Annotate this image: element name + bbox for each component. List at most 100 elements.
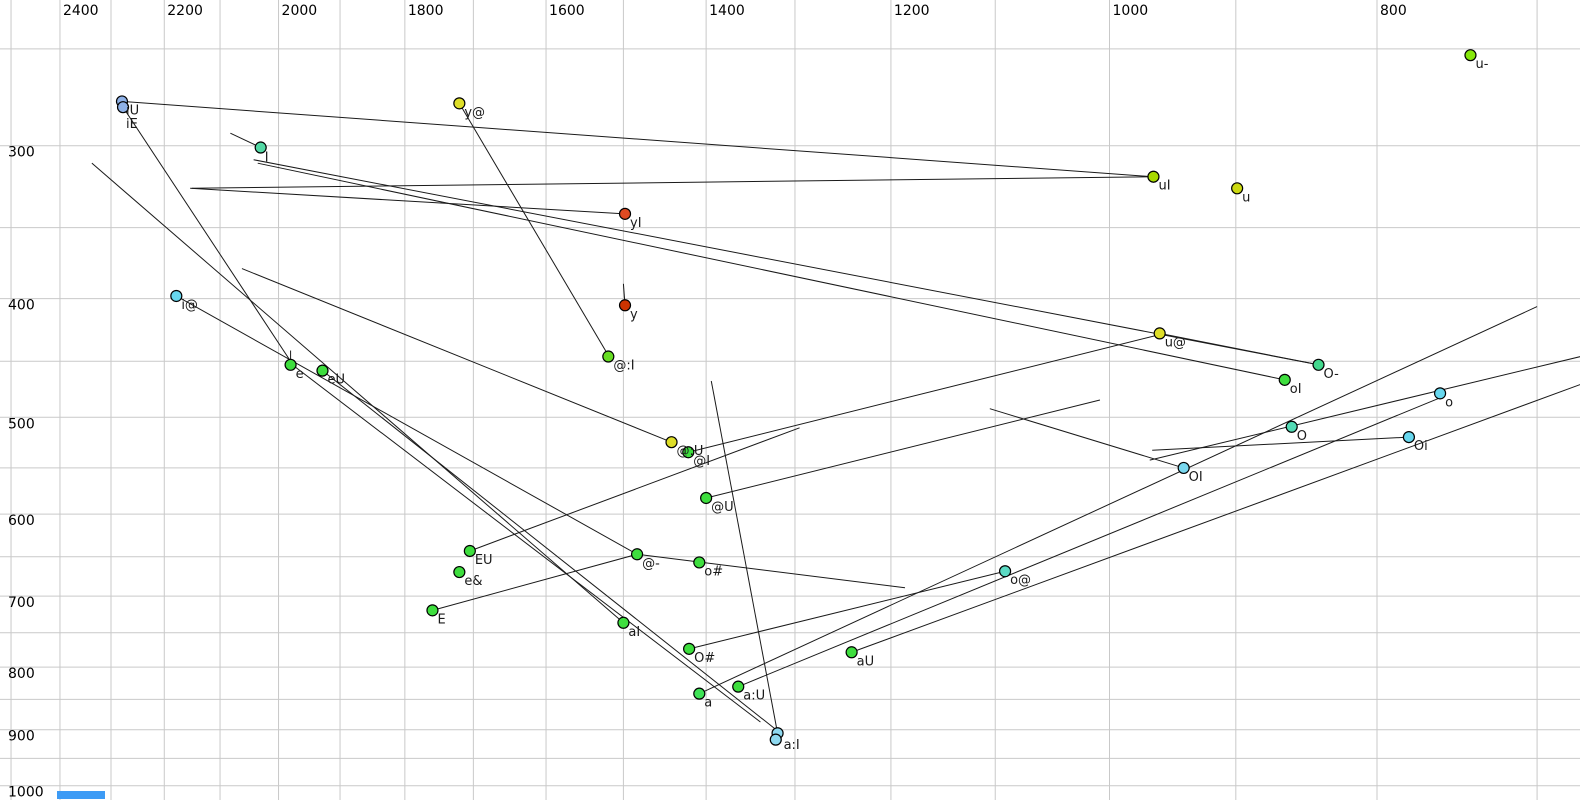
vowel-point-label-oI: oI [1290, 382, 1302, 397]
vowel-point-OI[interactable] [1177, 461, 1190, 475]
vowel-point-label-O#: O# [694, 651, 715, 666]
vowel-point-O-[interactable] [1312, 358, 1325, 371]
vowel-point-a:U[interactable] [732, 680, 745, 693]
vowel-point-label-a:U: a:U [743, 689, 765, 704]
vowel-point-label-@I: @I [693, 454, 710, 469]
vowel-point-label-iU: iU [126, 103, 139, 118]
y-axis-tick-labels: 300 400 500 600 700 800 900 1000 [8, 145, 44, 800]
trajectory-line-22 [699, 306, 1538, 695]
vowel-point-unlabeled[interactable] [769, 733, 782, 746]
vowel-point-label-o#: o# [704, 564, 723, 579]
vowel-point-e&[interactable] [453, 565, 466, 579]
trajectory-line-20 [637, 553, 906, 589]
vowel-point-uI[interactable] [1147, 170, 1160, 183]
vowel-point-a[interactable] [693, 687, 706, 700]
vowel-point-label-@:U: @:U [677, 444, 704, 459]
x-axis-tick-labels: 2400 2200 2000 1800 1600 1400 1200 1000 800 [63, 3, 1407, 19]
y-tick-600: 600 [8, 513, 35, 529]
x-tick-2200: 2200 [167, 3, 203, 19]
vowel-point-O#[interactable] [683, 642, 696, 655]
trajectory-line-23 [738, 397, 1441, 688]
vowel-point-label-@:I: @:I [613, 359, 634, 374]
vowel-point-label-a:I: a:I [784, 738, 800, 753]
trajectory-line-17 [469, 427, 800, 552]
vowel-point-label-yI: yI [630, 216, 642, 231]
vowel-point-@:I[interactable] [602, 350, 615, 363]
trajectory-line-3 [458, 103, 609, 356]
vowel-point-label-Oi: Oi [1414, 439, 1428, 454]
vowel-point-o[interactable] [1433, 387, 1447, 400]
vowel-point-aI[interactable] [617, 616, 630, 629]
trajectory-line-24 [851, 384, 1580, 653]
vowel-point-label-aI: aI [628, 625, 640, 640]
trajectory-line-21 [689, 570, 1006, 650]
x-tick-1400: 1400 [709, 3, 745, 19]
bottom-left-blue-mark [57, 791, 105, 799]
y-tick-1000: 1000 [8, 785, 44, 800]
trajectory-line-0 [121, 100, 1153, 178]
vowel-point-u-[interactable] [1464, 49, 1477, 62]
vowel-point-@U[interactable] [700, 491, 713, 505]
vowel-point-label-@U: @U [711, 500, 734, 515]
vowel-point-label-E: E [437, 612, 445, 627]
vowel-point-label-i@: i@ [181, 298, 198, 313]
trajectory-line-6 [176, 295, 638, 555]
vowel-point-label-iE: iE [126, 117, 138, 132]
x-tick-2000: 2000 [282, 3, 318, 19]
vowel-point-o@[interactable] [998, 565, 1012, 578]
trajectory-line-9 [295, 366, 761, 723]
trajectory-line-14 [241, 268, 672, 443]
vowel-point-label-EU: EU [475, 553, 493, 568]
y-tick-800: 800 [8, 666, 35, 682]
vowel-point-label-OI: OI [1189, 470, 1203, 485]
vowel-point-@I[interactable] [682, 446, 695, 459]
trajectory-line-10 [191, 176, 1154, 189]
vowel-point-iE[interactable] [116, 101, 130, 114]
trajectory-line-28 [989, 408, 1184, 469]
vowel-point-u@[interactable] [1153, 327, 1166, 340]
vowel-point-@:U[interactable] [665, 436, 678, 449]
vowel-point-Oi[interactable] [1402, 430, 1416, 444]
y-tick-300: 300 [8, 145, 35, 161]
vowel-point-@-[interactable] [630, 548, 644, 561]
chart-extras [57, 791, 105, 799]
vowel-point-oI[interactable] [1278, 373, 1291, 386]
trajectory-line-25 [710, 380, 779, 734]
vowel-point-O[interactable] [1285, 420, 1298, 433]
trajectory-line-13 [253, 159, 1319, 366]
vowel-point-label-aU: aU [857, 654, 874, 669]
vowel-point-label-o: o [1445, 395, 1453, 410]
vowel-point-eU[interactable] [316, 364, 329, 377]
y-tick-500: 500 [8, 416, 35, 432]
vowel-point-label-u: u [1242, 190, 1250, 205]
vowel-point-EU[interactable] [463, 544, 476, 558]
trajectory-line-26 [1149, 356, 1580, 461]
trajectory-line-19 [91, 162, 624, 624]
vowel-point-aU[interactable] [845, 646, 858, 659]
vowel-point-label-y: y [630, 307, 638, 322]
vowel-point-I[interactable] [254, 141, 267, 154]
vowel-point-e[interactable] [284, 358, 297, 371]
trajectory-line-4 [190, 187, 626, 215]
vowel-points [115, 49, 1477, 746]
trajectory-line-18 [432, 553, 638, 611]
trajectory-line-8 [322, 370, 778, 732]
trajectory-line-16 [706, 399, 1101, 499]
vowel-point-y@[interactable] [453, 97, 466, 110]
trajectory-line-15 [688, 334, 1160, 453]
x-tick-1800: 1800 [408, 3, 444, 19]
x-tick-1600: 1600 [549, 3, 585, 19]
vowel-point-u[interactable] [1231, 182, 1244, 195]
vowel-point-y[interactable] [618, 299, 632, 312]
vowel-point-E[interactable] [426, 604, 439, 617]
vowel-point-label-@-: @- [642, 556, 660, 571]
vowel-point-label-e: e [296, 367, 304, 382]
vowel-point-yI[interactable] [618, 207, 632, 220]
vowel-point-o#[interactable] [693, 556, 706, 569]
vowel-point-i@[interactable] [170, 289, 183, 303]
trajectory-line-27 [1152, 436, 1409, 451]
trajectory-line-12 [257, 162, 1285, 381]
